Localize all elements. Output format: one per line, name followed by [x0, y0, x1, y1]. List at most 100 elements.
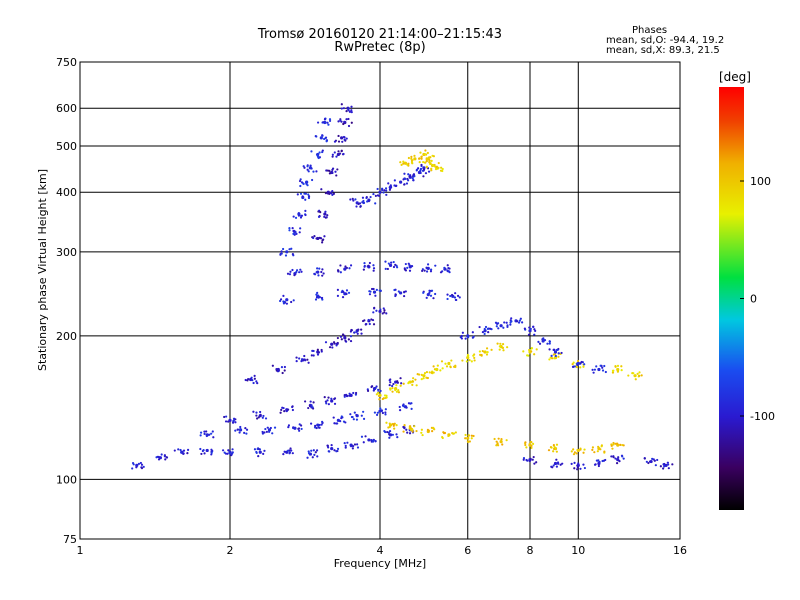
data-point: [376, 411, 379, 414]
data-point: [404, 269, 408, 272]
data-point: [353, 411, 356, 414]
y-tick-label: 400: [56, 186, 77, 199]
data-point: [431, 430, 434, 433]
data-point: [636, 372, 639, 375]
data-point: [526, 354, 529, 357]
data-point: [350, 415, 354, 419]
data-point: [253, 374, 256, 377]
data-point: [296, 193, 299, 196]
data-point: [258, 450, 262, 454]
data-point: [324, 341, 328, 344]
data-point: [555, 458, 558, 461]
data-point: [395, 433, 398, 436]
data-point: [342, 290, 345, 293]
data-point: [643, 457, 646, 460]
data-point: [576, 468, 579, 471]
data-point: [412, 179, 415, 182]
data-point: [347, 338, 350, 341]
data-point: [601, 369, 605, 372]
data-point: [425, 267, 428, 270]
data-point: [314, 298, 318, 301]
data-point: [212, 436, 215, 439]
data-point: [316, 267, 319, 270]
data-point: [381, 397, 384, 401]
data-point: [561, 462, 564, 465]
data-point: [388, 425, 391, 429]
data-point: [397, 290, 400, 293]
data-point: [505, 321, 508, 324]
data-point: [420, 428, 423, 431]
data-point: [470, 360, 473, 363]
data-point: [383, 189, 386, 192]
data-point: [203, 430, 206, 433]
data-point: [410, 407, 413, 410]
data-point: [614, 442, 617, 445]
data-point: [324, 400, 327, 403]
data-point: [349, 198, 352, 201]
data-point: [370, 318, 373, 321]
data-point: [303, 192, 306, 195]
data-point: [402, 382, 405, 385]
data-point: [453, 296, 457, 299]
data-point: [305, 181, 308, 184]
data-point: [356, 443, 359, 446]
data-point: [287, 424, 291, 427]
data-point: [264, 427, 267, 431]
data-point: [535, 461, 538, 464]
data-point: [505, 439, 508, 442]
data-point: [406, 266, 409, 269]
data-point: [234, 429, 237, 432]
data-point: [411, 383, 414, 386]
data-point: [378, 194, 381, 197]
data-point: [372, 269, 375, 272]
data-point: [553, 350, 558, 354]
data-point: [199, 447, 202, 451]
data-point: [500, 438, 503, 441]
data-point: [321, 268, 324, 271]
data-point: [343, 442, 346, 445]
data-point: [473, 359, 476, 362]
data-point: [315, 237, 318, 240]
data-point: [413, 157, 417, 161]
colorbar-tick-label: -100: [750, 410, 775, 423]
data-point: [421, 269, 424, 273]
data-point: [472, 354, 475, 357]
data-point: [616, 364, 620, 367]
data-point: [367, 438, 371, 442]
data-point: [627, 374, 630, 377]
data-point: [395, 424, 398, 427]
data-point: [339, 119, 342, 122]
data-point: [344, 446, 347, 449]
data-point: [472, 434, 475, 438]
data-point: [255, 380, 258, 383]
data-point: [182, 452, 185, 455]
data-point: [542, 338, 545, 341]
data-point: [454, 431, 457, 434]
data-point: [344, 421, 347, 424]
data-point: [351, 445, 355, 448]
data-point: [411, 428, 414, 431]
data-point: [293, 274, 296, 277]
data-point: [349, 413, 352, 416]
data-point: [517, 321, 521, 324]
phase-stats-x-mode: mean, sd,X: 89.3, 21.5: [606, 45, 720, 56]
data-point: [345, 109, 348, 113]
data-point: [355, 418, 359, 421]
data-point: [387, 262, 390, 265]
data-point: [224, 420, 228, 423]
data-point: [405, 406, 408, 409]
data-point: [181, 450, 184, 453]
data-point: [285, 250, 289, 254]
data-point: [448, 267, 451, 270]
data-point: [471, 331, 474, 334]
data-point: [288, 229, 291, 232]
data-point: [620, 369, 623, 372]
data-point: [397, 389, 400, 392]
data-point: [552, 348, 555, 351]
data-point: [432, 297, 435, 300]
data-point: [203, 452, 206, 455]
data-point: [372, 264, 375, 267]
data-point: [648, 460, 652, 463]
data-point: [583, 466, 587, 470]
data-point: [205, 430, 208, 433]
